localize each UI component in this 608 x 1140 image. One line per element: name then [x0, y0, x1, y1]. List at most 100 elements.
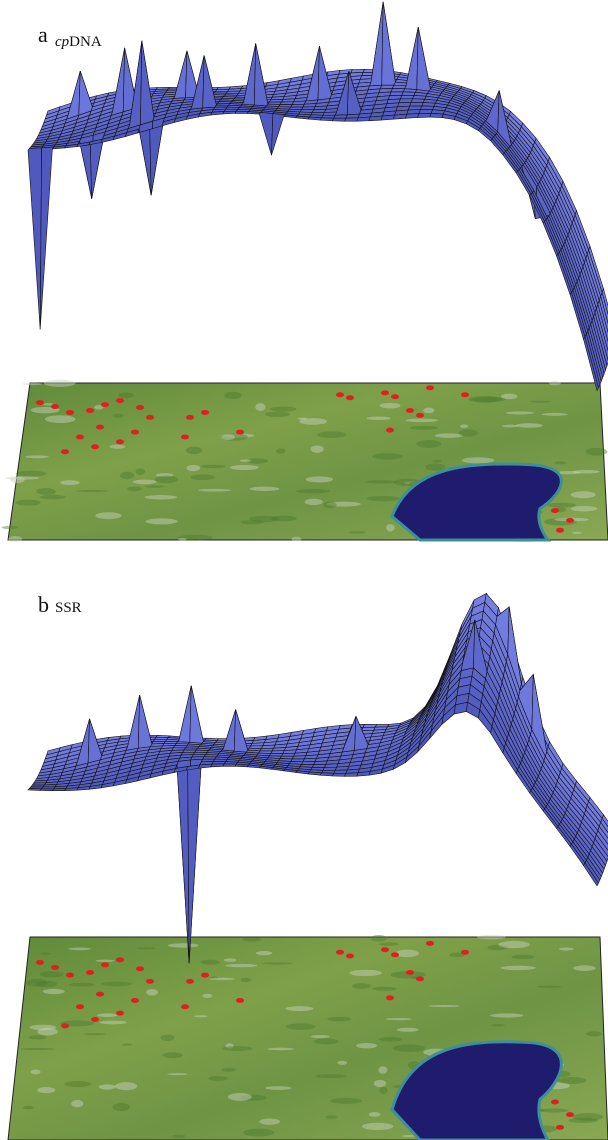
- terrain: [572, 469, 600, 474]
- terrain: [71, 1099, 84, 1108]
- sample-site: [96, 991, 104, 997]
- terrain: [557, 1077, 587, 1084]
- terrain: [361, 1122, 394, 1131]
- surface-cell: [380, 114, 396, 121]
- terrain: [310, 1035, 330, 1039]
- terrain: [396, 1027, 419, 1032]
- terrain: [243, 1128, 275, 1137]
- terrain: [366, 416, 391, 421]
- terrain: [449, 952, 466, 958]
- terrain: [490, 1024, 505, 1027]
- sample-site: [136, 405, 144, 411]
- terrain: [109, 444, 126, 449]
- terrain: [240, 977, 252, 983]
- terrain: [299, 418, 327, 425]
- terrain: [572, 531, 582, 535]
- terrain: [240, 1094, 267, 1101]
- terrain: [167, 1073, 189, 1076]
- surface-cell: [307, 771, 323, 776]
- sample-site: [426, 940, 434, 946]
- surface-cell: [253, 43, 269, 107]
- terrain: [222, 433, 255, 438]
- surface-cell: [344, 117, 359, 122]
- terrain: [379, 1086, 388, 1094]
- surface-cell: [234, 110, 250, 114]
- sample-site: [336, 392, 344, 398]
- terrain: [505, 411, 534, 415]
- sample-site: [551, 508, 559, 514]
- surface-cell: [319, 772, 335, 777]
- surface-cell: [51, 788, 67, 792]
- sample-site: [146, 978, 154, 984]
- terrain: [269, 406, 297, 412]
- terrain: [190, 474, 215, 481]
- terrain: [1, 525, 18, 530]
- terrain: [246, 458, 269, 464]
- terrain: [112, 413, 125, 418]
- terrain: [259, 1118, 281, 1125]
- terrain: [22, 382, 43, 386]
- sea: [390, 1040, 563, 1140]
- sample-site: [236, 997, 244, 1003]
- terrain: [255, 951, 273, 956]
- terrain: [26, 978, 48, 987]
- sample-site: [116, 398, 124, 404]
- surface-cell: [417, 112, 432, 118]
- terrain: [432, 459, 442, 463]
- terrain: [511, 954, 535, 960]
- surface-cell: [259, 747, 275, 752]
- terrain: [265, 411, 291, 418]
- terrain: [229, 464, 259, 471]
- terrain: [160, 1034, 175, 1042]
- terrain: [225, 1043, 234, 1049]
- terrain: [265, 1086, 292, 1090]
- surface-cell: [429, 112, 444, 118]
- terrain: [155, 473, 174, 478]
- terrain: [39, 494, 66, 500]
- sample-site: [86, 407, 94, 413]
- marker-part: SSR: [55, 600, 82, 616]
- surface-cell: [311, 764, 327, 768]
- surface-cell: [27, 147, 42, 330]
- terrain: [114, 1082, 138, 1091]
- surface-cell: [331, 117, 347, 122]
- sample-site: [336, 949, 344, 955]
- surface-cell: [333, 769, 348, 774]
- surface-cell: [197, 763, 213, 769]
- terrain: [378, 1037, 403, 1042]
- terrain: [368, 1112, 381, 1117]
- terrain: [536, 985, 562, 988]
- terrain: [208, 977, 235, 981]
- sample-site: [146, 414, 154, 420]
- terrain: [10, 476, 25, 484]
- surface-cell: [39, 146, 55, 330]
- terrain: [144, 485, 165, 488]
- sample-site: [91, 1016, 99, 1022]
- terrain: [487, 944, 508, 951]
- sample-site: [131, 997, 139, 1003]
- sample-site: [181, 1004, 189, 1010]
- terrain: [386, 524, 395, 532]
- surface-cell: [311, 108, 327, 113]
- terrain: [44, 379, 76, 387]
- terrain: [42, 988, 65, 995]
- terrain: [221, 434, 235, 441]
- terrain: [395, 949, 419, 958]
- marker-part: cp: [55, 34, 70, 50]
- terrain: [98, 1084, 116, 1090]
- terrain: [558, 947, 574, 951]
- terrain: [459, 424, 469, 428]
- terrain: [310, 445, 324, 453]
- terrain: [461, 457, 495, 464]
- terrain: [356, 1042, 378, 1049]
- terrain: [154, 475, 179, 484]
- terrain: [409, 425, 438, 430]
- terrain: [416, 440, 442, 448]
- surface-cell: [333, 114, 348, 119]
- sample-site: [201, 409, 209, 415]
- terrain: [185, 446, 203, 455]
- terrain: [393, 1044, 426, 1052]
- surface-cell: [222, 763, 237, 767]
- terrain: [30, 1069, 41, 1075]
- terrain: [515, 423, 543, 428]
